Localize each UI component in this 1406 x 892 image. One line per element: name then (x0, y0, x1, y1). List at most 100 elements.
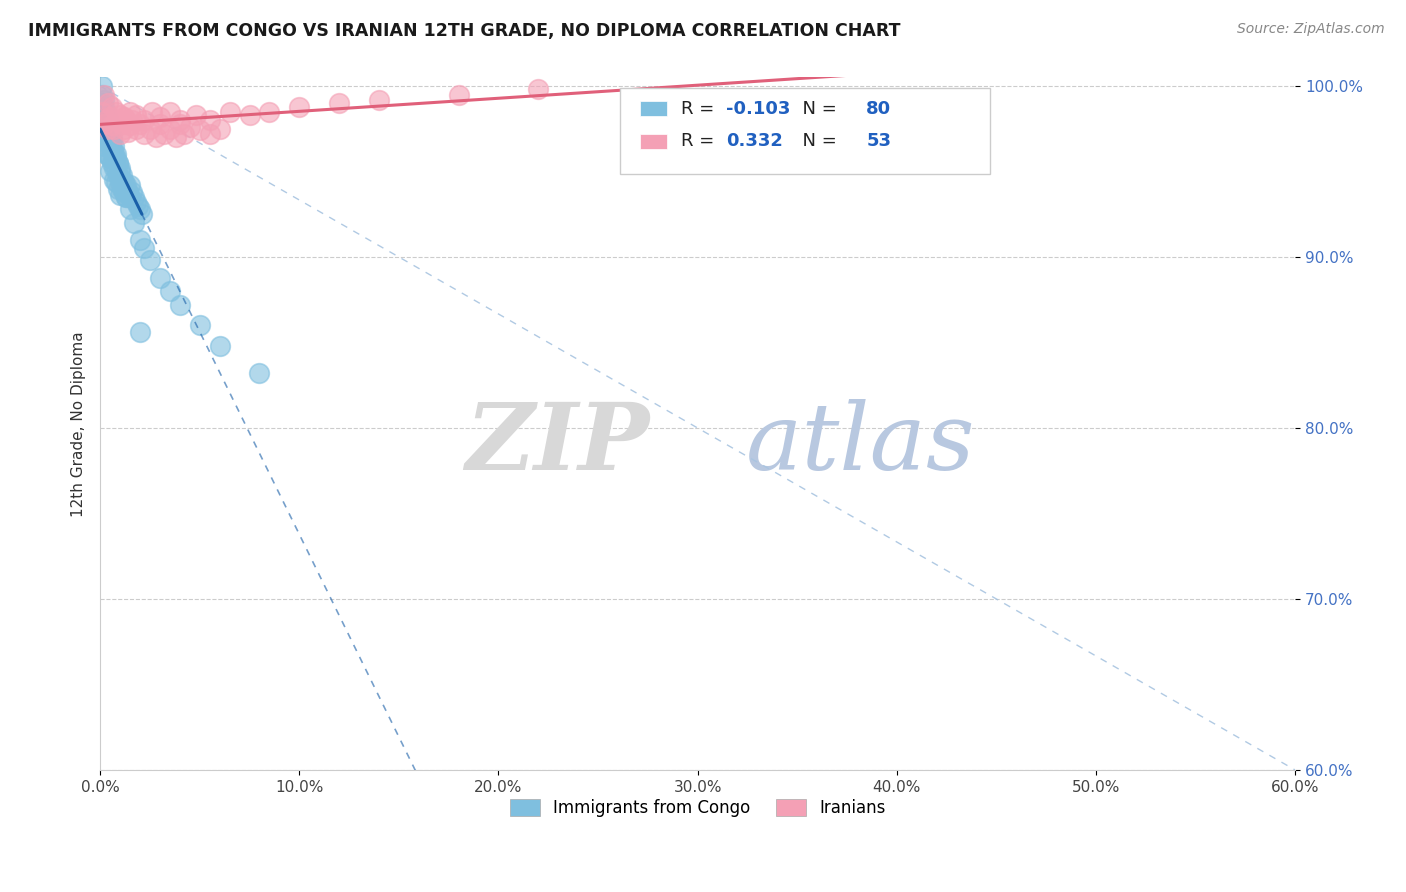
Text: N =: N = (790, 132, 842, 150)
Point (259, 104, 281, 119)
Point (447, 87, 470, 102)
Point (93, 121, 115, 136)
Point (288, 99, 311, 113)
Legend: Immigrants from Congo, Iranians: Immigrants from Congo, Iranians (503, 792, 891, 824)
Point (122, 216, 145, 230)
Point (101, 130, 124, 145)
Point (105, 175, 128, 189)
Point (125, 195, 148, 210)
Point (118, 190, 141, 204)
Text: atlas: atlas (745, 400, 974, 490)
Point (91, 78, 114, 93)
Point (115, 190, 138, 204)
Point (129, 325, 152, 339)
Point (91, 104, 114, 119)
Point (169, 117, 191, 131)
Point (94, 106, 117, 120)
Point (107, 181, 129, 195)
Point (93, 138, 115, 153)
Point (108, 164, 131, 178)
Point (97, 121, 120, 136)
Text: R =: R = (681, 100, 720, 118)
Point (105, 147, 128, 161)
Point (108, 108, 131, 122)
Point (94, 130, 117, 145)
Bar (640, 101, 666, 116)
Point (91, 96, 114, 111)
Point (105, 151, 128, 165)
Text: N =: N = (790, 100, 842, 118)
Point (125, 108, 148, 122)
Point (149, 270, 172, 285)
Point (149, 117, 172, 131)
Text: R =: R = (681, 132, 720, 150)
Point (103, 121, 125, 136)
Point (97, 123, 120, 137)
Point (97, 113, 120, 128)
Point (121, 185, 143, 199)
Point (97, 96, 120, 111)
Point (108, 175, 131, 189)
Point (159, 121, 181, 136)
Point (94, 113, 117, 128)
Point (121, 113, 143, 128)
Point (169, 113, 191, 128)
Point (132, 113, 155, 128)
Point (91, 104, 114, 119)
Point (101, 118, 124, 132)
Point (218, 104, 240, 119)
Point (112, 121, 135, 136)
Point (118, 202, 141, 216)
Point (111, 168, 134, 182)
Point (101, 99, 124, 113)
Point (118, 104, 141, 119)
Point (91, 121, 114, 136)
Point (145, 130, 167, 145)
Point (198, 127, 221, 141)
Point (112, 181, 135, 195)
Point (98, 127, 121, 141)
Point (91, 113, 114, 128)
Point (103, 161, 125, 175)
Point (115, 178, 138, 193)
Point (184, 108, 207, 122)
Point (129, 117, 152, 131)
Point (97, 121, 120, 136)
Point (97, 134, 120, 148)
Point (107, 156, 129, 170)
Point (127, 199, 149, 213)
Point (139, 253, 162, 268)
Point (101, 134, 124, 148)
Text: Source: ZipAtlas.com: Source: ZipAtlas.com (1237, 22, 1385, 37)
Text: 53: 53 (866, 132, 891, 150)
Point (105, 113, 128, 128)
Point (107, 156, 129, 170)
Point (103, 151, 125, 165)
Point (108, 188, 131, 202)
Point (91, 87, 114, 102)
Point (139, 121, 162, 136)
Point (98, 138, 121, 153)
Point (198, 113, 221, 128)
Text: -0.103: -0.103 (727, 100, 790, 118)
Point (112, 110, 135, 124)
Point (94, 147, 117, 161)
Point (132, 242, 155, 256)
Point (93, 87, 115, 102)
Point (108, 161, 131, 175)
Point (132, 127, 155, 141)
Point (101, 156, 124, 170)
Text: ZIP: ZIP (465, 400, 650, 490)
Point (165, 130, 187, 145)
Text: 0.332: 0.332 (727, 132, 783, 150)
Point (111, 181, 134, 195)
Point (129, 233, 152, 247)
Point (98, 164, 121, 178)
Point (103, 138, 125, 153)
Point (179, 120, 201, 134)
Point (122, 190, 145, 204)
Point (188, 123, 211, 137)
FancyBboxPatch shape (620, 87, 990, 175)
Point (117, 125, 139, 139)
Point (118, 178, 141, 193)
